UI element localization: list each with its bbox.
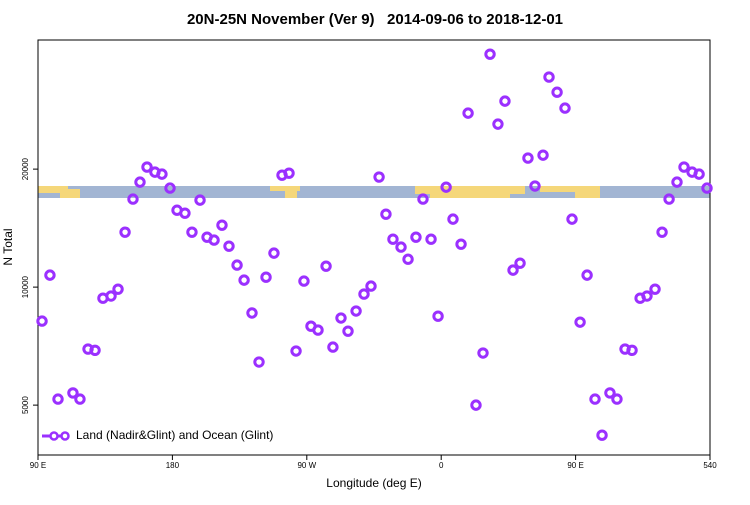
point	[134, 176, 146, 188]
point	[455, 238, 467, 250]
plot-frame	[37, 39, 711, 456]
point	[52, 393, 64, 405]
point	[470, 399, 482, 411]
point	[74, 393, 86, 405]
point	[701, 182, 713, 194]
x-tick-label: 0	[439, 461, 444, 470]
land-patches	[38, 186, 600, 198]
point	[208, 234, 220, 246]
x-tick-label: 90 E	[30, 461, 46, 470]
point	[268, 247, 280, 259]
point	[283, 167, 295, 179]
y-tick-label: 20000	[21, 157, 30, 180]
legend-marker	[60, 431, 70, 441]
point	[327, 341, 339, 353]
x-tick-label: 180	[166, 461, 180, 470]
point	[447, 213, 459, 225]
x-tick-label: 90 E	[567, 461, 583, 470]
point	[581, 269, 593, 281]
point	[432, 310, 444, 322]
point	[350, 305, 362, 317]
point	[380, 208, 392, 220]
point	[440, 181, 452, 193]
point	[641, 290, 653, 302]
point	[238, 274, 250, 286]
point	[186, 226, 198, 238]
legend-label: Land (Nadir&Glint) and Ocean (Glint)	[76, 428, 273, 442]
point	[507, 264, 519, 276]
point	[290, 345, 302, 357]
point	[551, 86, 563, 98]
point	[499, 95, 511, 107]
y-tick-label: 10000	[21, 275, 30, 298]
point	[425, 233, 437, 245]
point	[514, 257, 526, 269]
point	[604, 387, 616, 399]
point	[611, 393, 623, 405]
legend-marker	[49, 431, 59, 441]
y-tick-label: 5000	[21, 396, 30, 414]
point	[559, 102, 571, 114]
point	[522, 152, 534, 164]
point	[402, 253, 414, 265]
x-tick-label: 540	[703, 461, 717, 470]
point	[529, 180, 541, 192]
point	[320, 260, 332, 272]
point	[141, 161, 153, 173]
point	[417, 193, 429, 205]
point	[179, 207, 191, 219]
point	[112, 283, 124, 295]
point	[656, 226, 668, 238]
point	[312, 324, 324, 336]
point	[373, 171, 385, 183]
point	[44, 269, 56, 281]
point	[105, 290, 117, 302]
point	[462, 107, 474, 119]
point	[537, 149, 549, 161]
point	[246, 307, 258, 319]
point	[410, 231, 422, 243]
point	[127, 193, 139, 205]
point	[649, 283, 661, 295]
point	[693, 168, 705, 180]
y-axis-label: N Total	[1, 228, 15, 265]
point	[164, 182, 176, 194]
x-tick-label: 90 W	[297, 461, 316, 470]
point	[387, 233, 399, 245]
map-strip	[38, 186, 710, 198]
point	[156, 168, 168, 180]
point	[492, 118, 504, 130]
point	[663, 193, 675, 205]
point	[477, 347, 489, 359]
x-axis-label: Longitude (deg E)	[326, 476, 421, 490]
point	[589, 393, 601, 405]
point	[89, 344, 101, 356]
point	[231, 259, 243, 271]
point	[253, 356, 265, 368]
point	[298, 275, 310, 287]
point	[395, 241, 407, 253]
point	[335, 312, 347, 324]
point	[36, 315, 48, 327]
point	[223, 240, 235, 252]
point	[543, 71, 555, 83]
point	[342, 325, 354, 337]
point	[67, 387, 79, 399]
point	[671, 176, 683, 188]
point	[365, 280, 377, 292]
point	[484, 48, 496, 60]
point	[119, 226, 131, 238]
point	[574, 316, 586, 328]
point	[194, 194, 206, 206]
point	[626, 344, 638, 356]
point	[216, 219, 228, 231]
point	[260, 271, 272, 283]
point	[596, 429, 608, 441]
point	[566, 213, 578, 225]
point	[678, 161, 690, 173]
chart-title: 20N-25N November (Ver 9) 2014-09-06 to 2…	[187, 11, 563, 28]
point	[358, 288, 370, 300]
